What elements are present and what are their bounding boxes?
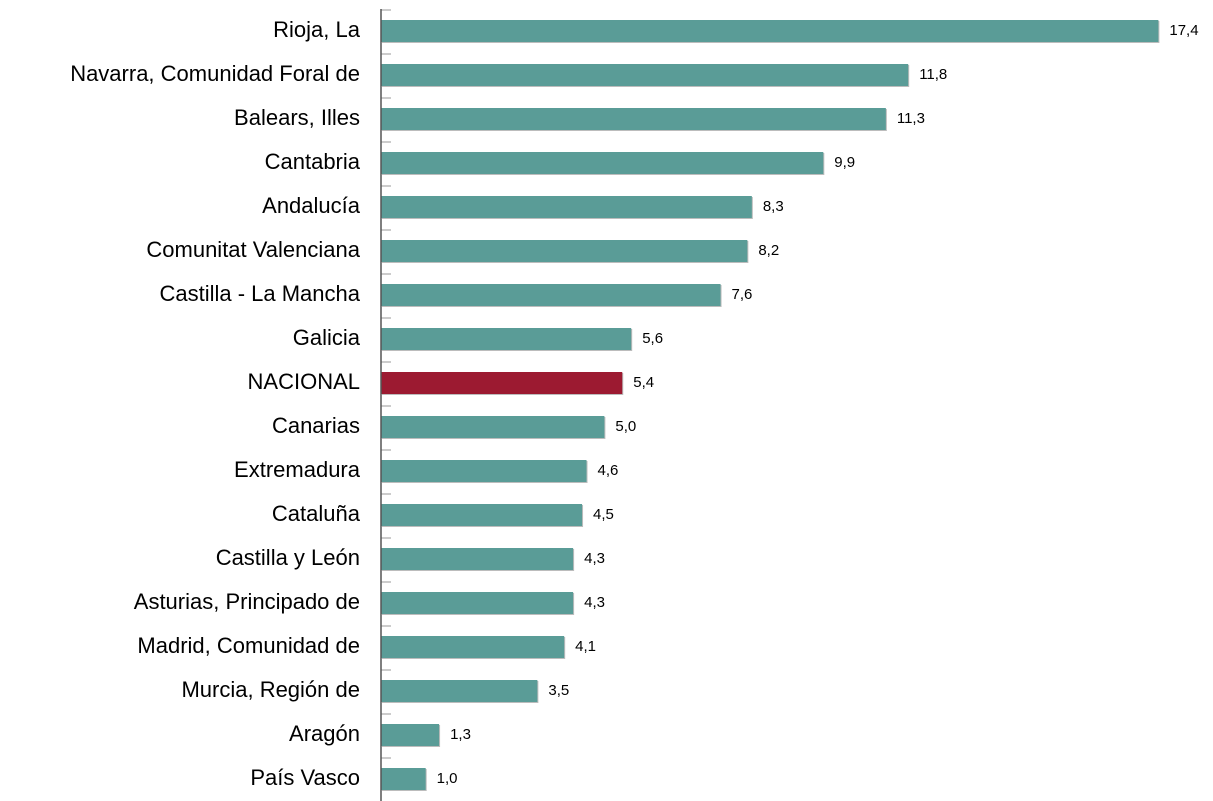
value-label: 11,3	[897, 110, 925, 127]
bar	[381, 724, 440, 746]
y-tick-label: Cantabria	[265, 149, 361, 174]
value-label: 1,3	[450, 726, 471, 743]
y-tick-label: País Vasco	[250, 765, 360, 790]
value-label: 1,0	[437, 770, 458, 787]
value-label: 4,5	[593, 506, 614, 523]
y-tick-label: Asturias, Principado de	[134, 589, 360, 614]
y-tick-label: NACIONAL	[248, 369, 360, 394]
bar	[381, 152, 824, 174]
y-tick-label: Canarias	[272, 413, 360, 438]
bar	[381, 328, 632, 350]
bar	[381, 548, 574, 570]
value-label: 7,6	[732, 286, 753, 303]
y-tick-label: Rioja, La	[273, 17, 361, 42]
bar	[381, 284, 721, 306]
bar	[381, 240, 748, 262]
value-label: 9,9	[834, 154, 855, 171]
bar	[381, 504, 583, 526]
value-label: 4,6	[598, 462, 619, 479]
y-tick-label: Madrid, Comunidad de	[137, 633, 360, 658]
bar	[381, 20, 1159, 42]
bar	[381, 108, 886, 130]
bar	[381, 592, 574, 614]
y-tick-label: Comunitat Valenciana	[146, 237, 360, 262]
y-tick-label: Castilla - La Mancha	[159, 281, 360, 306]
y-tick-label: Balears, Illes	[234, 105, 360, 130]
value-label: 11,8	[919, 66, 947, 83]
value-label: 3,5	[548, 682, 569, 699]
value-label: 5,6	[642, 330, 663, 347]
y-tick-label: Navarra, Comunidad Foral de	[70, 61, 360, 86]
bar	[381, 416, 605, 438]
bar	[381, 64, 909, 86]
bar	[381, 680, 538, 702]
bar	[381, 768, 426, 790]
value-label: 8,3	[763, 198, 784, 215]
value-label: 4,3	[584, 550, 605, 567]
value-label: 4,1	[575, 638, 596, 655]
y-tick-label: Aragón	[289, 721, 360, 746]
value-label: 8,2	[758, 242, 779, 259]
y-tick-label: Cataluña	[272, 501, 361, 526]
bar	[381, 636, 565, 658]
value-label: 4,3	[584, 594, 605, 611]
bar	[381, 372, 623, 394]
bar	[381, 460, 587, 482]
value-label: 5,0	[615, 418, 636, 435]
value-label: 5,4	[633, 374, 654, 391]
value-label: 17,4	[1169, 22, 1198, 39]
y-tick-label: Murcia, Región de	[181, 677, 360, 702]
y-tick-label: Extremadura	[234, 457, 361, 482]
y-tick-label: Andalucía	[262, 193, 361, 218]
y-tick-label: Galicia	[293, 325, 361, 350]
bar	[381, 196, 752, 218]
y-tick-label: Castilla y León	[216, 545, 360, 570]
